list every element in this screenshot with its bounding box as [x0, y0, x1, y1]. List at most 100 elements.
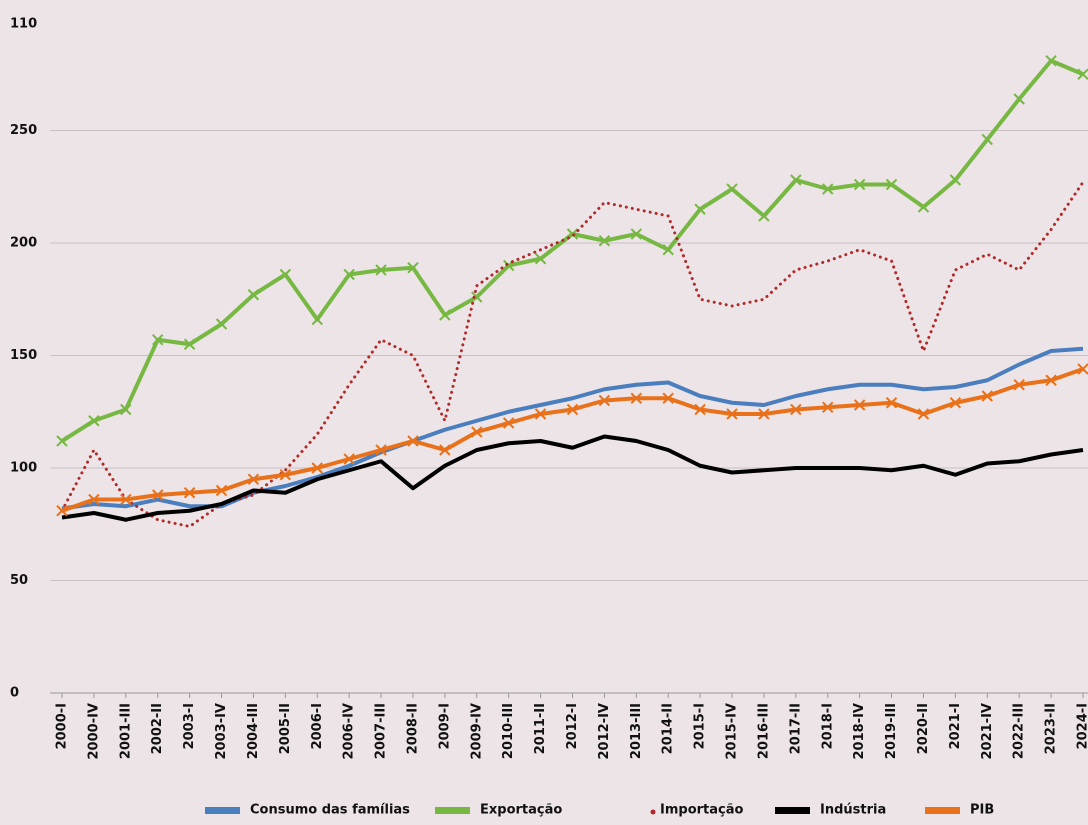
legend-swatch — [925, 807, 960, 814]
x-tick-label: 2015-IV — [725, 703, 740, 759]
x-tick-label: 2010-III — [501, 703, 516, 759]
point-marker — [56, 505, 68, 517]
point-marker — [120, 493, 132, 506]
x-tick-label: 2013-III — [629, 703, 644, 759]
y-tick-label: 200 — [10, 236, 37, 251]
x-tick-label: 2014-II — [661, 703, 676, 754]
point-marker — [758, 210, 770, 222]
point-marker — [343, 453, 355, 465]
x-tick-label: 2000-I — [55, 703, 70, 749]
x-tick-label: 2009-IV — [469, 703, 484, 759]
x-tick-label: 2018-IV — [852, 703, 867, 759]
point-marker — [247, 289, 260, 301]
point-marker — [981, 390, 993, 402]
point-marker — [694, 203, 706, 215]
point-marker — [790, 403, 802, 416]
x-tick-label: 2011-II — [533, 703, 548, 754]
point-marker — [853, 178, 866, 191]
point-marker — [822, 401, 834, 413]
legend-swatch — [435, 807, 470, 814]
point-marker — [917, 408, 930, 420]
point-marker — [1013, 379, 1025, 391]
point-marker — [1045, 55, 1057, 67]
point-marker — [1077, 68, 1088, 80]
legend-label: Importação — [660, 803, 743, 818]
x-tick-label: 2006-IV — [342, 703, 357, 759]
point-marker — [375, 444, 387, 456]
point-marker — [694, 403, 706, 416]
point-marker — [279, 469, 292, 481]
x-tick-label: 2021-IV — [980, 703, 995, 759]
point-marker — [502, 417, 515, 429]
point-marker — [917, 201, 930, 213]
legend-swatch — [650, 809, 656, 815]
x-tick-label: 2016-III — [756, 703, 771, 759]
x-tick-label: 2008-II — [405, 703, 420, 754]
point-marker — [247, 473, 260, 485]
point-marker — [598, 235, 611, 247]
x-tick-label: 2023-II — [1044, 703, 1059, 754]
point-marker — [407, 262, 419, 274]
point-marker — [183, 338, 196, 350]
point-marker — [311, 462, 323, 474]
point-marker — [949, 174, 962, 186]
point-marker — [662, 244, 674, 256]
legend-label: Exportação — [480, 803, 562, 818]
point-marker — [534, 408, 547, 420]
point-marker — [471, 291, 483, 303]
point-marker — [790, 174, 802, 186]
x-tick-label: 2000-IV — [86, 703, 101, 759]
point-marker — [152, 489, 164, 501]
x-tick-label: 2017-II — [788, 703, 803, 754]
point-marker — [88, 415, 100, 427]
point-marker — [215, 318, 228, 330]
x-tick-label: 2018-I — [820, 703, 835, 749]
y-tick-label: 100 — [10, 461, 37, 476]
point-marker — [630, 392, 643, 404]
x-tick-label: 2003-IV — [214, 703, 229, 759]
y-tick-label: 50 — [10, 573, 28, 588]
x-tick-label: 2020-II — [916, 703, 931, 754]
legend-label: Indústria — [820, 803, 886, 818]
point-marker — [630, 228, 643, 240]
x-tick-label: 2024-I — [1076, 703, 1088, 749]
point-marker — [534, 253, 547, 265]
x-tick-label: 2021-I — [948, 703, 963, 749]
point-marker — [566, 403, 579, 416]
series-line — [61, 346, 1084, 511]
x-tick-label: 2001-III — [118, 703, 133, 759]
point-marker — [311, 313, 323, 326]
x-tick-label: 2015-I — [693, 703, 708, 749]
x-tick-label: 2005-II — [278, 703, 293, 754]
point-marker — [1045, 374, 1057, 386]
point-marker — [152, 334, 164, 346]
point-marker — [949, 397, 962, 409]
point-marker — [375, 264, 387, 276]
x-tick-label: 2009-I — [437, 703, 452, 749]
point-marker — [662, 392, 674, 404]
legend-swatch — [775, 807, 810, 814]
x-tick-label: 2019-III — [884, 703, 899, 759]
point-marker — [183, 487, 196, 499]
x-tick-label: 2022-III — [1012, 703, 1027, 759]
point-marker — [1013, 93, 1025, 105]
point-marker — [885, 397, 898, 409]
x-tick-label: 2002-II — [150, 703, 165, 754]
legend-swatch — [205, 807, 240, 814]
x-tick-label: 2006-I — [310, 703, 325, 749]
y-tick-label: 250 — [10, 123, 37, 138]
y-tick-label: 150 — [10, 348, 37, 363]
legend-label: PIB — [970, 803, 994, 818]
x-tick-label: 2007-III — [374, 703, 389, 759]
point-marker — [439, 444, 451, 456]
point-marker — [758, 408, 770, 420]
legend-label: Consumo das famílias — [250, 803, 410, 818]
point-marker — [407, 435, 419, 447]
x-tick-label: 2004-III — [246, 703, 261, 759]
point-marker — [726, 183, 738, 195]
point-marker — [343, 268, 355, 281]
point-marker — [88, 493, 100, 506]
x-tick-label: 2012-IV — [597, 703, 612, 759]
point-marker — [726, 408, 738, 420]
